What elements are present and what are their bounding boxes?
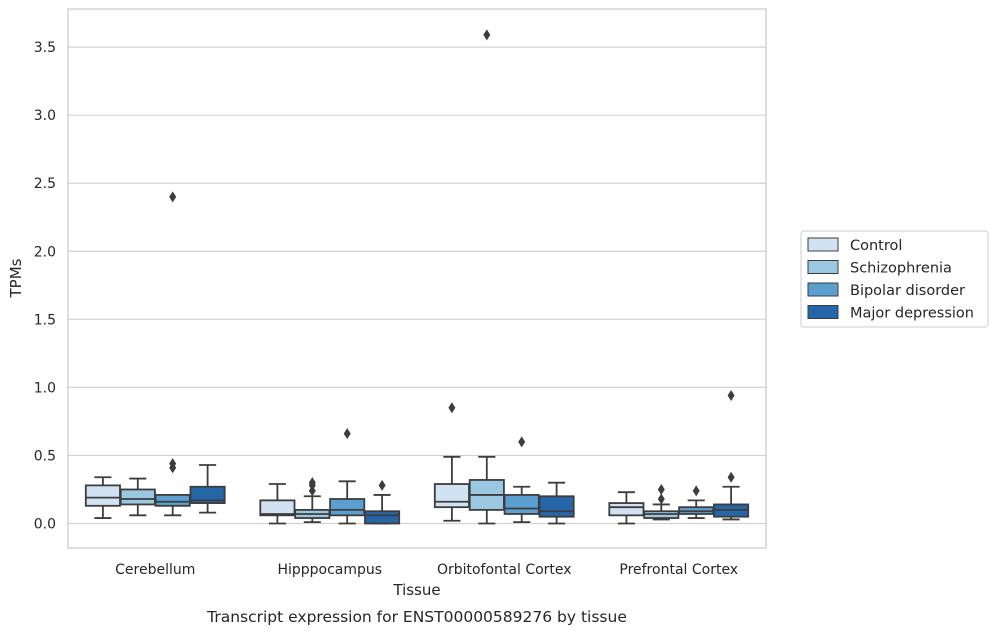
chart-title: Transcript expression for ENST0000058927…: [206, 608, 627, 626]
outlier-point: [727, 471, 735, 483]
legend: Control Schizophrenia Bipolar disorder Majo…: [800, 230, 989, 328]
y-tick-label: 1.5: [34, 312, 56, 328]
legend-frame: [800, 230, 989, 328]
box-0-1: [259, 483, 296, 525]
legend-swatch: [807, 282, 839, 297]
outlier-point: [483, 29, 491, 41]
outlier-point: [308, 477, 316, 489]
legend-label: Bipolar disorder: [850, 283, 965, 299]
box-0-3: [608, 491, 645, 525]
boxes: [84, 29, 750, 525]
box-body: [433, 483, 470, 509]
box-body: [154, 494, 191, 507]
y-tick-label: 2.0: [34, 244, 56, 260]
box-2-1: [329, 428, 366, 525]
y-tick-label: 3.5: [34, 40, 56, 56]
legend-label: Major depression: [850, 306, 974, 322]
box-body: [503, 494, 540, 515]
outlier-point: [448, 402, 456, 414]
box-body: [119, 488, 156, 506]
y-tick-label: 0.0: [34, 517, 56, 533]
box-body: [364, 510, 401, 525]
box-3-2: [538, 481, 575, 525]
y-tick-labels: 0.0 0.5 1.0 1.5 2.0 2.5 3.0 3.5: [34, 40, 56, 532]
box-1-2: [468, 29, 505, 525]
y-tick-label: 2.5: [34, 176, 56, 192]
box-0-0: [84, 476, 121, 519]
box-body: [84, 484, 121, 507]
outlier-point: [169, 458, 177, 470]
box-2-2: [503, 436, 540, 524]
box-body: [329, 498, 366, 517]
outlier-point: [343, 428, 351, 440]
y-tick-label: 3.0: [34, 108, 56, 124]
box-body: [538, 495, 575, 518]
outlier-point: [657, 483, 665, 495]
outlier-point: [169, 191, 177, 203]
box-1-0: [119, 477, 156, 517]
box-3-0: [189, 464, 226, 514]
legend-swatch: [807, 305, 839, 319]
plot-frame: [67, 8, 767, 549]
outlier-point: [518, 436, 526, 448]
outlier-point: [657, 493, 665, 505]
x-tick-labels: Cerebellum Hipppocampus Orbitofontal Corte…: [115, 562, 738, 578]
box-body: [608, 502, 645, 517]
legend-label: Schizophrenia: [850, 261, 952, 277]
box-0-2: [433, 402, 470, 522]
box-1-1: [294, 477, 331, 524]
box-3-3: [713, 390, 750, 521]
legend-swatch: [807, 237, 839, 252]
x-tick-label: Prefrontal Cortex: [619, 562, 738, 578]
box-1-3: [643, 483, 680, 521]
outlier-point: [692, 485, 700, 497]
y-axis-label: TPMs: [7, 258, 25, 298]
box-2-3: [678, 485, 715, 519]
outlier-point: [378, 479, 386, 491]
x-tick-label: Cerebellum: [115, 562, 195, 578]
box-2-0: [154, 191, 191, 517]
gridlines: [68, 46, 766, 525]
x-axis-label: Tissue: [392, 581, 440, 599]
box-body: [189, 485, 226, 504]
y-tick-label: 1.0: [34, 380, 56, 396]
x-tick-label: Hipppocampus: [277, 562, 382, 578]
outlier-point: [727, 390, 735, 402]
box-body: [259, 499, 296, 517]
legend-swatch: [807, 260, 839, 274]
y-tick-label: 0.5: [34, 448, 56, 464]
box-3-1: [364, 479, 401, 525]
legend-label: Control: [850, 238, 902, 254]
x-tick-label: Orbitofontal Cortex: [437, 562, 572, 578]
